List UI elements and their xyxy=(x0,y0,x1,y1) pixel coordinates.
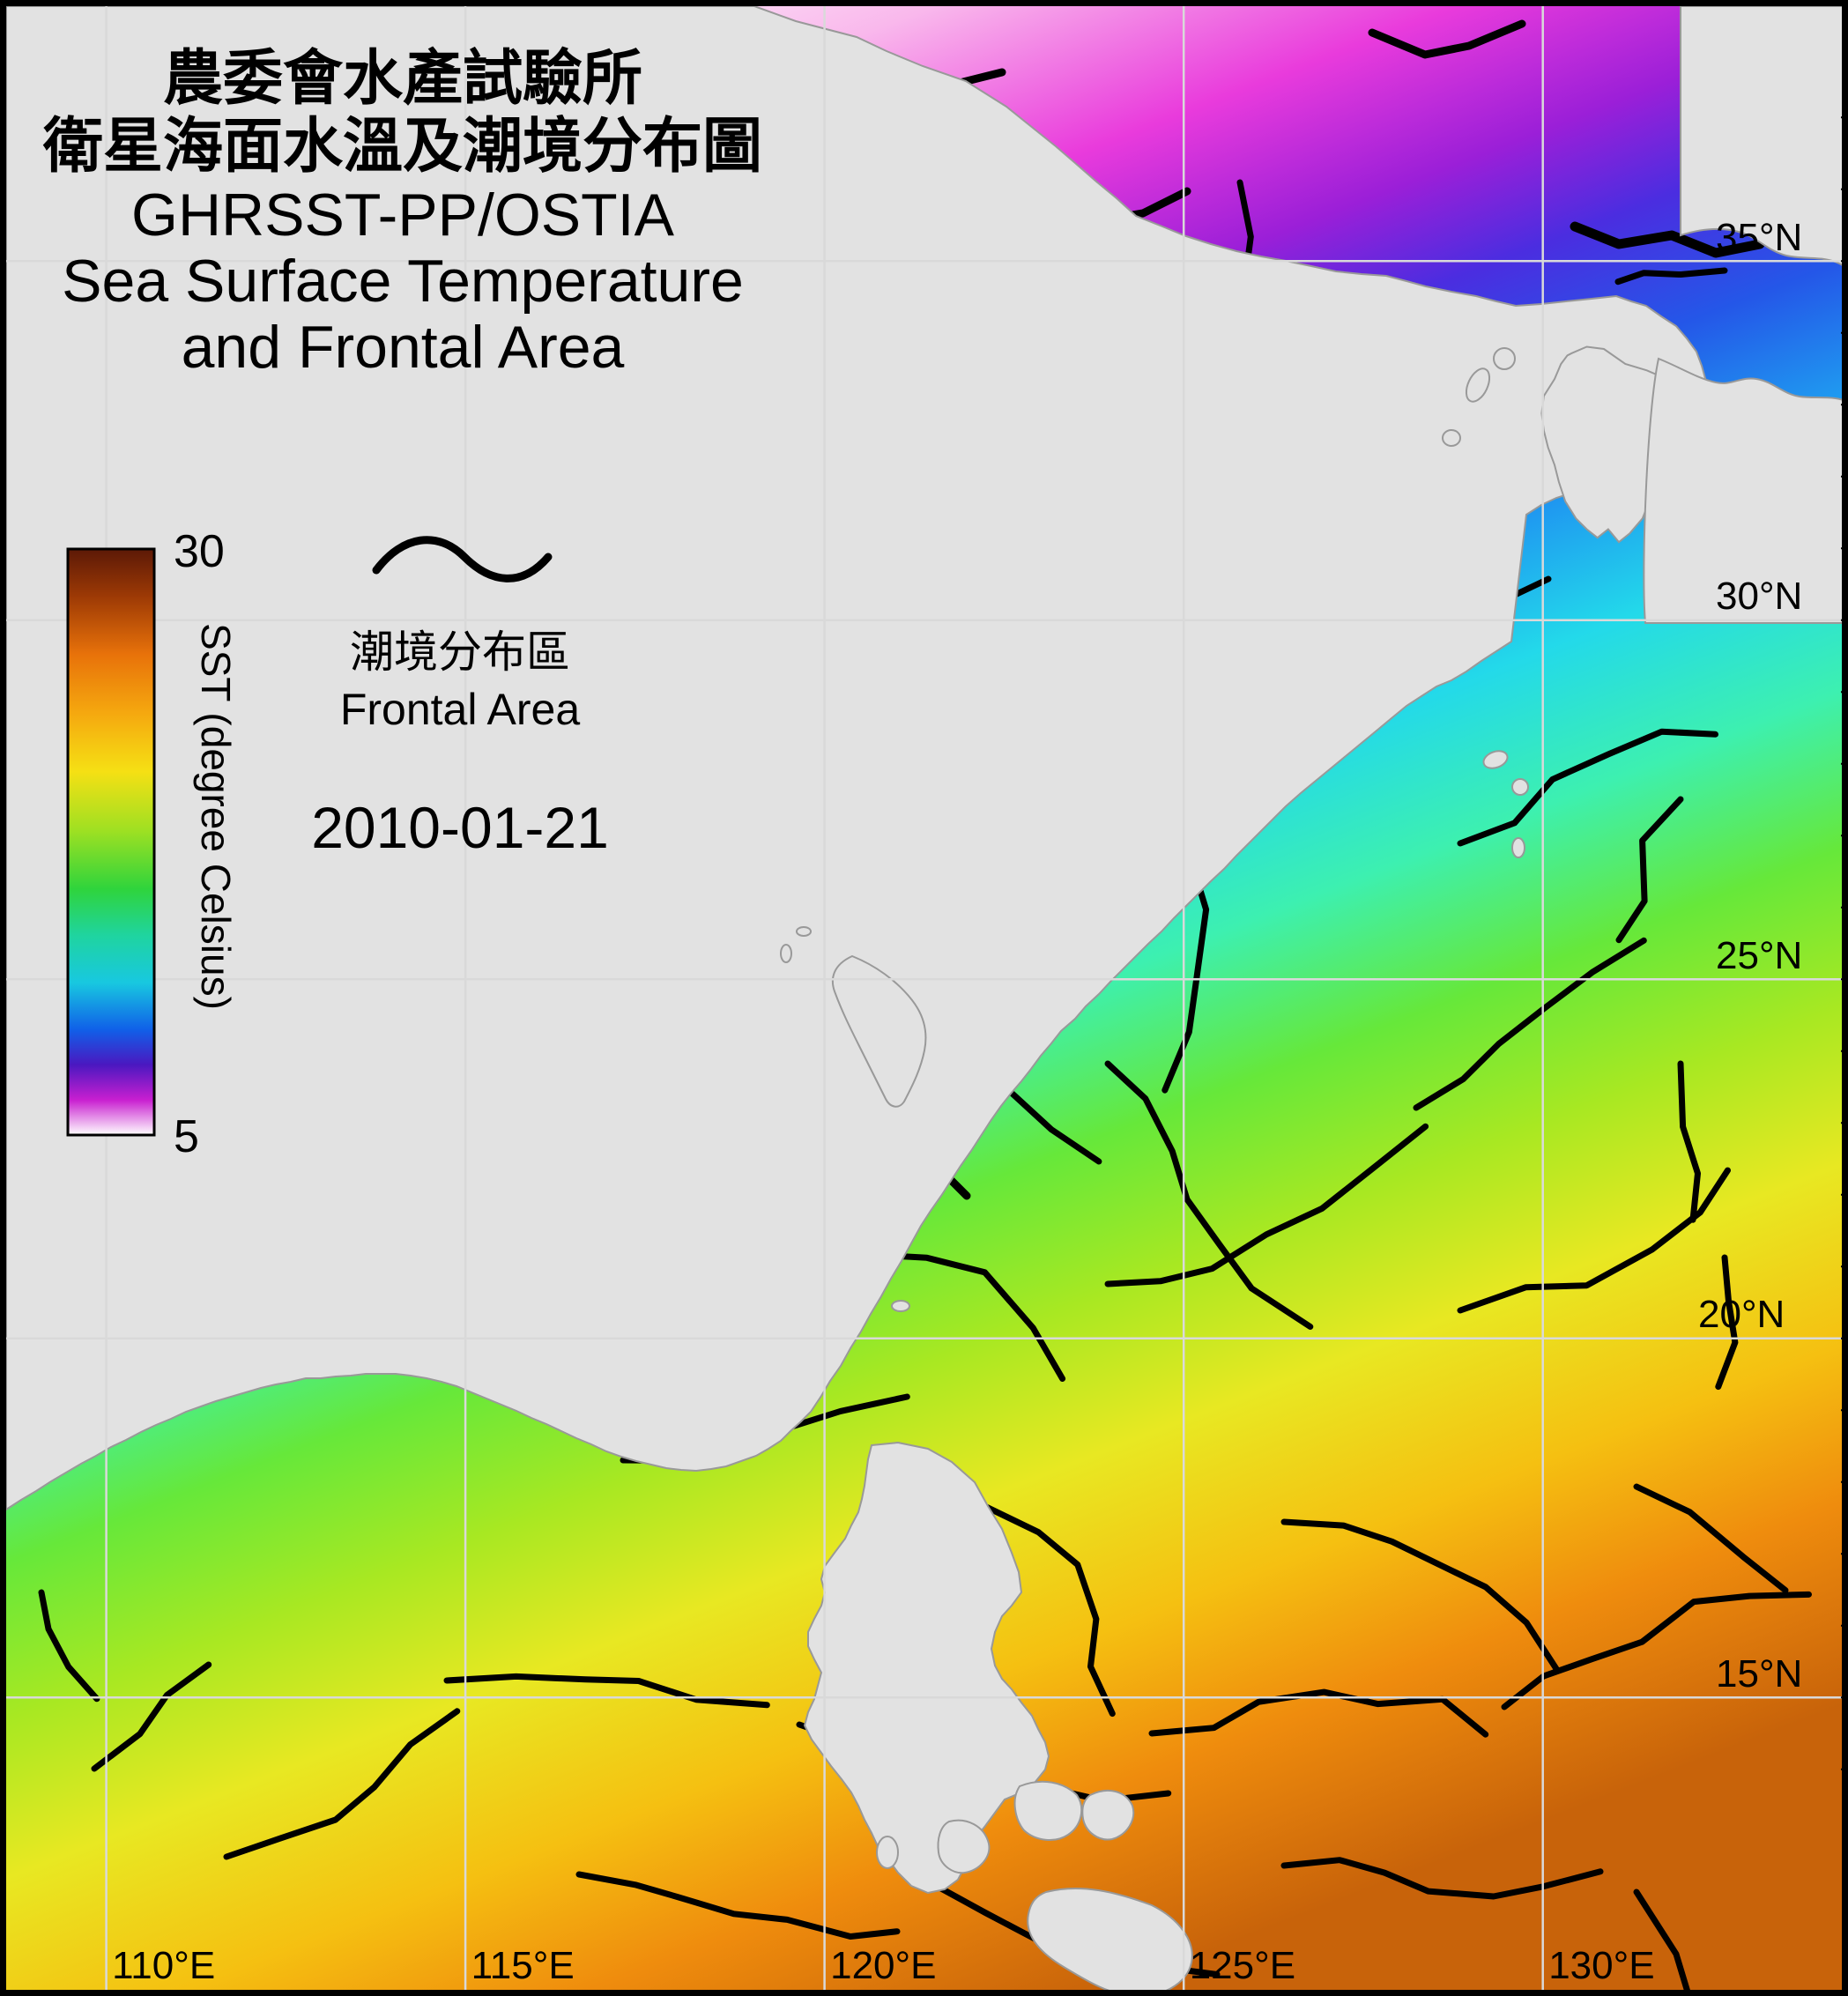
svg-text:and Frontal Area: and Frontal Area xyxy=(182,314,625,381)
svg-text:衛星海面水溫及潮境分布圖: 衛星海面水溫及潮境分布圖 xyxy=(42,113,762,180)
svg-text:農委會水產試驗所: 農委會水產試驗所 xyxy=(163,45,642,112)
svg-text:20°N: 20°N xyxy=(1698,1293,1785,1336)
svg-text:Sea Surface Temperature: Sea Surface Temperature xyxy=(62,248,744,315)
svg-text:SST (degree Celsius): SST (degree Celsius) xyxy=(193,623,239,1010)
svg-text:35°N: 35°N xyxy=(1716,216,1802,259)
svg-text:潮境分布區: 潮境分布區 xyxy=(350,627,570,677)
svg-text:GHRSST-PP/OSTIA: GHRSST-PP/OSTIA xyxy=(131,182,675,249)
svg-text:5: 5 xyxy=(174,1111,199,1162)
svg-text:25°N: 25°N xyxy=(1716,934,1802,977)
svg-text:125°E: 125°E xyxy=(1190,1944,1295,1987)
svg-text:120°E: 120°E xyxy=(830,1944,936,1987)
svg-text:Frontal Area: Frontal Area xyxy=(340,685,581,734)
svg-text:30: 30 xyxy=(174,526,225,577)
svg-text:110°E: 110°E xyxy=(112,1944,215,1987)
svg-text:130°E: 130°E xyxy=(1548,1944,1654,1987)
svg-text:30°N: 30°N xyxy=(1716,575,1802,618)
svg-text:15°N: 15°N xyxy=(1716,1652,1802,1695)
svg-text:115°E: 115°E xyxy=(471,1944,575,1987)
svg-text:2010-01-21: 2010-01-21 xyxy=(311,795,609,860)
